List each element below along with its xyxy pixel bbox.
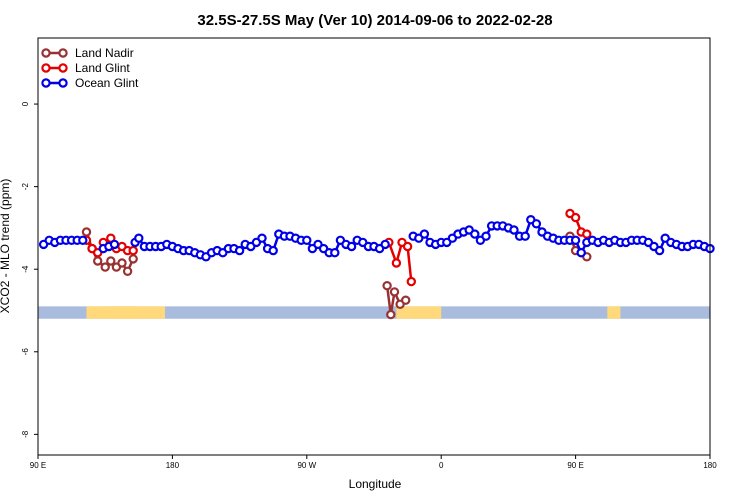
legend-item-land-nadir: Land Nadir [41, 46, 134, 60]
legend-label: Ocean Glint [75, 76, 139, 90]
legend-label: Land Glint [75, 61, 130, 75]
series-ocean-glint [38, 214, 715, 262]
y-axis: 0 -2 -4 -6 -8 [21, 101, 38, 438]
plot-area-frame [37, 37, 711, 456]
legend-marker [58, 63, 68, 73]
data-point [302, 235, 312, 245]
data-point [78, 235, 88, 245]
y-tick-label: -2 [21, 183, 30, 191]
data-point [570, 235, 581, 245]
legend-marker [58, 48, 68, 58]
data-point [81, 227, 92, 237]
data-point [389, 287, 400, 297]
data-point [128, 254, 138, 264]
data-point [234, 245, 245, 256]
data-point [576, 247, 586, 258]
data-point [268, 245, 278, 256]
land-ocean-band [38, 306, 710, 319]
data-point [470, 229, 480, 239]
data-point [122, 266, 133, 276]
y-tick-label: 0 [21, 101, 30, 106]
data-point [106, 256, 116, 266]
data-point [386, 309, 396, 320]
legend-marker [41, 63, 51, 73]
ocean-band [38, 306, 710, 319]
data-point [570, 212, 581, 223]
y-axis-label: XCO2 - MLO trend (ppm) [0, 179, 12, 314]
x-tick-label: 90 E [30, 461, 46, 470]
series-land-nadir [81, 227, 592, 320]
data-point [330, 247, 340, 258]
series-land-glint [81, 208, 592, 287]
data-point [406, 276, 416, 287]
x-tick-label: 90 E [567, 461, 583, 470]
data-point [509, 225, 519, 235]
legend-label: Land Nadir [75, 46, 134, 60]
y-tick-label: -8 [21, 430, 30, 438]
land-band-segment [396, 306, 442, 319]
y-tick-label: -4 [21, 265, 30, 273]
x-tick-label: 0 [439, 461, 444, 470]
data-point [100, 262, 110, 272]
data-point [382, 281, 392, 291]
data-point [128, 245, 138, 256]
land-band-segment [108, 306, 165, 319]
legend-marker [58, 78, 68, 88]
data-point [134, 233, 144, 243]
data-point [402, 241, 413, 252]
x-axis: 90 E 180 90 W 0 90 E 180 [30, 455, 717, 470]
x-tick-label: 90 W [297, 461, 316, 470]
data-point [346, 241, 357, 252]
legend-item-land-glint: Land Glint [41, 61, 130, 75]
x-tick-label: 180 [703, 461, 717, 470]
chart-title: 32.5S-27.5S May (Ver 10) 2014-09-06 to 2… [197, 12, 552, 29]
x-tick-label: 180 [166, 461, 180, 470]
legend-marker [41, 48, 51, 58]
data-point [654, 245, 665, 256]
x-axis-label: Longitude [349, 477, 402, 491]
data-point [520, 231, 530, 241]
data-point [401, 295, 411, 305]
data-point [582, 229, 592, 239]
data-point [481, 231, 491, 241]
legend-marker [41, 78, 51, 88]
series-layer [38, 208, 715, 320]
data-point [109, 239, 120, 250]
data-point [391, 258, 402, 268]
data-point [257, 233, 267, 243]
data-point [92, 256, 103, 266]
land-band-segment [607, 306, 621, 319]
legend-item-ocean-glint: Ocean Glint [41, 76, 139, 90]
data-point [117, 258, 127, 268]
y-tick-label: -6 [21, 348, 30, 356]
data-point [419, 229, 430, 239]
data-point [531, 219, 542, 229]
data-point [380, 239, 390, 250]
